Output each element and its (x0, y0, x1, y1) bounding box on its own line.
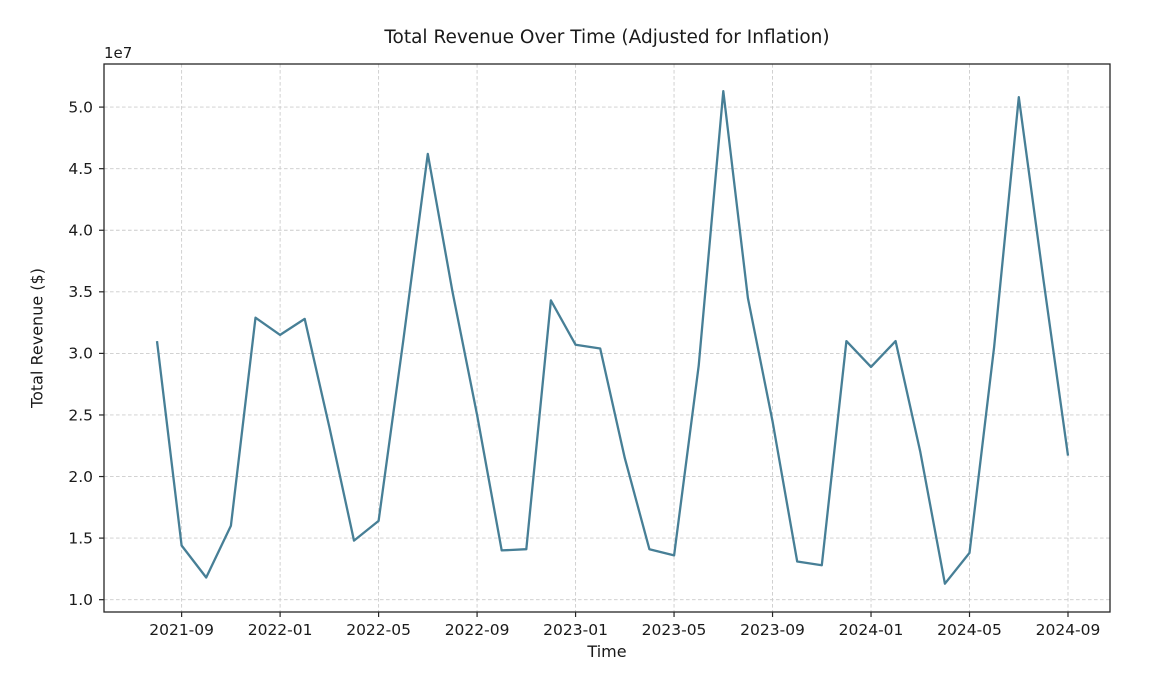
y-tick-label: 3.0 (68, 345, 93, 363)
x-tick-label: 2024-01 (839, 621, 904, 639)
chart-title: Total Revenue Over Time (Adjusted for In… (384, 27, 830, 48)
y-tick-label: 5.0 (68, 98, 93, 116)
axes-spines (103, 63, 1111, 613)
x-tick-label: 2024-05 (937, 621, 1002, 639)
y-tick-label: 1.0 (68, 591, 93, 609)
x-tick-label: 2023-05 (642, 621, 707, 639)
x-tick-label: 2022-01 (248, 621, 313, 639)
y-tick-label: 4.0 (68, 222, 93, 240)
x-tick-label: 2023-09 (740, 621, 805, 639)
x-tick-label: 2022-09 (445, 621, 510, 639)
y-tick-label: 2.0 (68, 468, 93, 486)
y-tick-label: 2.5 (68, 406, 93, 424)
x-axis-label: Time (587, 642, 627, 661)
revenue-line (155, 89, 1070, 585)
x-tick-label: 2024-09 (1036, 621, 1101, 639)
y-tick-label: 1.5 (68, 529, 93, 547)
y-tick-label: 3.5 (68, 283, 93, 301)
x-tick-label: 2023-01 (543, 621, 608, 639)
y-axis-offset-label: 1e7 (104, 44, 133, 62)
x-tick-label: 2022-05 (346, 621, 411, 639)
x-tick-label: 2021-09 (149, 621, 214, 639)
y-tick-label: 4.5 (68, 160, 93, 178)
